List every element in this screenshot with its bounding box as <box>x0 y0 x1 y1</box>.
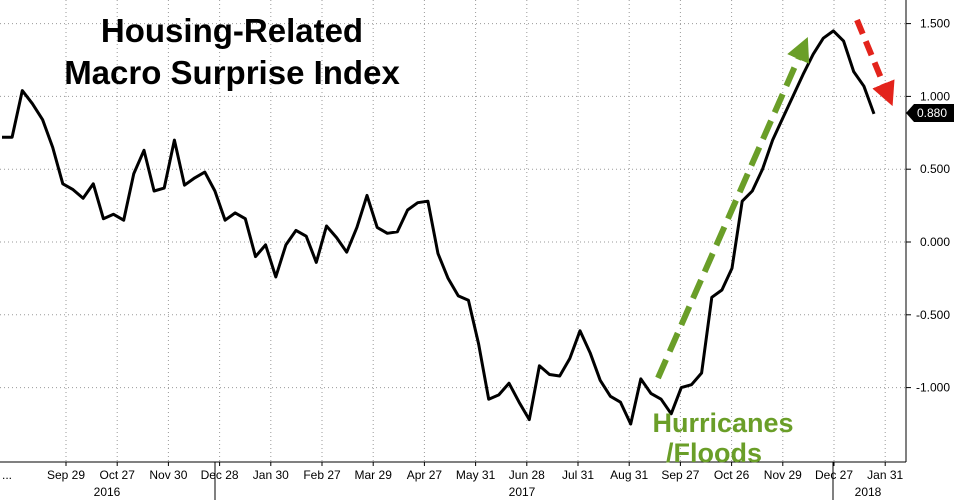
x-tick-label: Nov 30 <box>149 468 187 482</box>
x-tick-label-truncated: ... <box>2 468 12 482</box>
year-label-2016: 2016 <box>94 485 121 499</box>
y-tick-label: 0.000 <box>920 235 950 249</box>
x-tick-label: Jul 31 <box>562 468 594 482</box>
year-label-2018: 2018 <box>855 485 882 499</box>
y-tick-label: -0.500 <box>916 308 950 322</box>
y-ticks-layer: 1.500 1.000 0.500 0.000 -0.500 -1.000 <box>906 17 950 395</box>
x-tick-label: Dec 28 <box>201 468 239 482</box>
last-value-label: 0.880 <box>917 106 947 120</box>
annotation-text-line-1: Hurricanes <box>652 408 793 438</box>
x-tick-label: Oct 26 <box>714 468 750 482</box>
x-tick-label: May 31 <box>456 468 496 482</box>
x-tick-label: Jun 28 <box>509 468 545 482</box>
y-tick-label: 1.000 <box>920 89 950 103</box>
chart-title-line-1: Housing-Related <box>101 12 363 49</box>
grid-layer <box>0 0 906 462</box>
y-tick-label: 1.500 <box>920 17 950 31</box>
x-tick-label: Nov 29 <box>764 468 802 482</box>
x-tick-label: Sep 29 <box>47 468 85 482</box>
x-tick-label: Feb 27 <box>303 468 341 482</box>
series-layer <box>2 29 876 426</box>
x-tick-label: Apr 27 <box>407 468 443 482</box>
green-up-arrow <box>655 37 810 380</box>
x-tick-label: Dec 27 <box>815 468 853 482</box>
x-tick-label: Oct 27 <box>100 468 136 482</box>
x-tick-label: Jan 30 <box>253 468 289 482</box>
annotation-text-line-2: /Floods <box>666 438 762 468</box>
x-tick-label: Jan 31 <box>867 468 903 482</box>
x-ticks-layer: Sep 29 Oct 27 Nov 30 Dec 28 Jan 30 Feb 27 Mar … <box>2 462 904 500</box>
red-down-arrow <box>854 18 895 107</box>
x-tick-label: Mar 29 <box>355 468 393 482</box>
year-label-2017: 2017 <box>509 485 536 499</box>
y-tick-label: 0.500 <box>920 162 950 176</box>
series-line <box>2 29 876 426</box>
x-tick-label: Sep 27 <box>661 468 699 482</box>
y-tick-label: -1.000 <box>916 381 950 395</box>
last-value-tag <box>906 104 954 122</box>
chart-title-line-2: Macro Surprise Index <box>64 54 400 91</box>
x-tick-label: Aug 31 <box>610 468 648 482</box>
